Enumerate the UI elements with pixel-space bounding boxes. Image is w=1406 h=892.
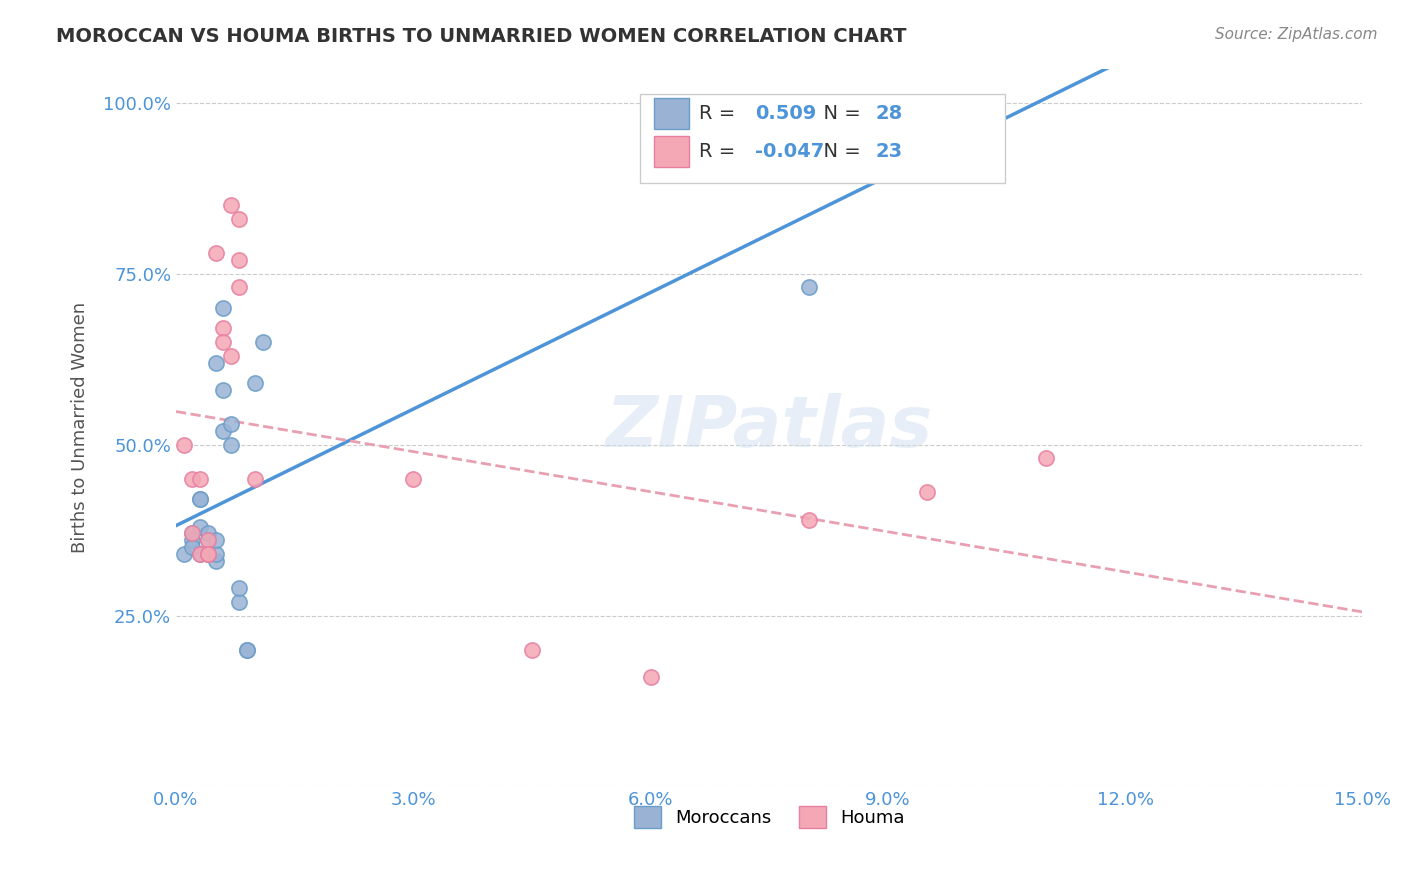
Point — [228, 211, 250, 226]
Point — [243, 376, 266, 390]
Point — [197, 547, 219, 561]
Point — [228, 595, 250, 609]
Text: N =: N = — [811, 142, 868, 161]
Point — [228, 581, 250, 595]
Point — [212, 334, 235, 349]
Point — [180, 540, 202, 554]
Text: MOROCCAN VS HOUMA BIRTHS TO UNMARRIED WOMEN CORRELATION CHART: MOROCCAN VS HOUMA BIRTHS TO UNMARRIED WO… — [56, 27, 907, 45]
Point — [212, 424, 235, 438]
Point — [204, 246, 226, 260]
Point — [243, 472, 266, 486]
Point — [402, 472, 425, 486]
Point — [212, 301, 235, 315]
Point — [188, 519, 211, 533]
Point — [180, 472, 202, 486]
Point — [221, 198, 243, 212]
Point — [204, 533, 226, 548]
Text: N =: N = — [811, 103, 868, 123]
Point — [204, 547, 226, 561]
Point — [197, 547, 219, 561]
Point — [917, 485, 939, 500]
Text: 0.509: 0.509 — [755, 103, 817, 123]
Point — [188, 547, 211, 561]
Point — [180, 533, 202, 548]
Legend: Moroccans, Houma: Moroccans, Houma — [627, 798, 912, 835]
Point — [173, 547, 195, 561]
Point — [188, 492, 211, 507]
Point — [640, 670, 662, 684]
Point — [173, 437, 195, 451]
Point — [204, 355, 226, 369]
Point — [236, 642, 259, 657]
Text: ZIPatlas: ZIPatlas — [606, 393, 934, 462]
Point — [204, 554, 226, 568]
Point — [236, 642, 259, 657]
Point — [797, 280, 820, 294]
Point — [212, 321, 235, 335]
Text: 28: 28 — [876, 103, 903, 123]
Point — [180, 526, 202, 541]
Point — [221, 417, 243, 431]
Point — [221, 349, 243, 363]
Point — [797, 513, 820, 527]
Y-axis label: Births to Unmarried Women: Births to Unmarried Women — [72, 301, 89, 553]
Point — [197, 533, 219, 548]
Point — [188, 472, 211, 486]
Point — [197, 547, 219, 561]
Text: R =: R = — [699, 142, 741, 161]
Text: Source: ZipAtlas.com: Source: ZipAtlas.com — [1215, 27, 1378, 42]
Text: -0.047: -0.047 — [755, 142, 824, 161]
Point — [228, 280, 250, 294]
Point — [228, 252, 250, 267]
Point — [197, 526, 219, 541]
Point — [252, 334, 274, 349]
Point — [520, 642, 543, 657]
Point — [212, 383, 235, 397]
Point — [188, 547, 211, 561]
Point — [197, 533, 219, 548]
Point — [1035, 451, 1057, 466]
Point — [917, 95, 939, 110]
Text: R =: R = — [699, 103, 748, 123]
Point — [221, 437, 243, 451]
Point — [180, 526, 202, 541]
Text: 23: 23 — [876, 142, 903, 161]
Point — [188, 492, 211, 507]
